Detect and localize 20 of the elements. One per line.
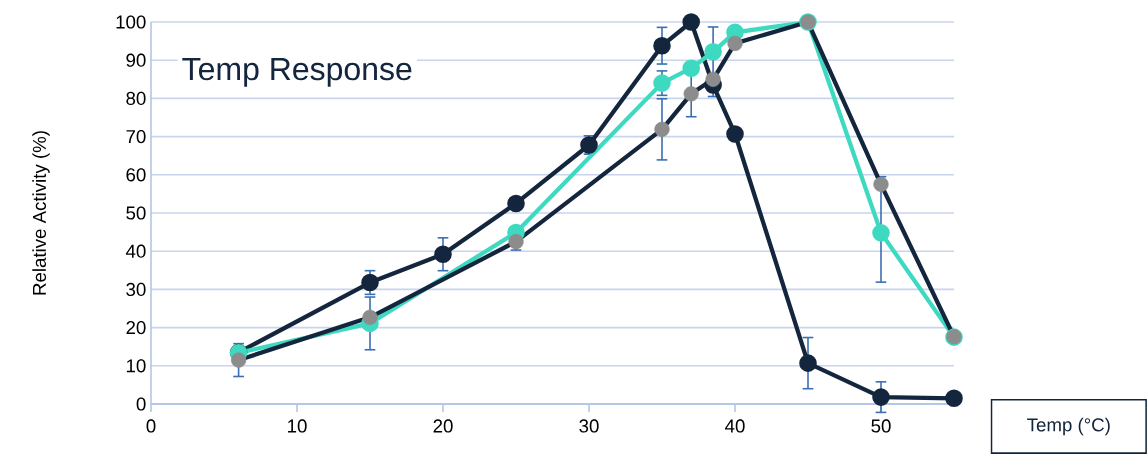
x-tick-label: 10 [288,419,307,433]
x-tick-label: 40 [725,419,745,433]
y-tick-label: 100 [116,15,146,29]
y-tick-label: 90 [126,53,146,67]
y-tick-label: 40 [125,244,146,258]
y-tick-label: 10 [126,359,146,373]
text: Temp Response [182,58,412,87]
y-tick-label: 60 [126,168,146,182]
y-tick-label: 80 [126,91,146,106]
x-axis-title: Temp (°C) [1027,417,1110,436]
y-tick-label: 20 [126,320,146,335]
y-tick-label: 30 [126,282,146,297]
y-tick-label: 50 [126,206,146,220]
x-tick-label: 30 [579,419,599,433]
y-axis-title: Relative Activity (%) [32,131,50,295]
x-tick-label: 20 [433,419,453,433]
x-tick-label: 50 [871,419,891,433]
y-tick-label: 70 [126,129,146,144]
x-tick-label: 0 [146,419,156,433]
y-tick-label: 0 [136,397,146,411]
